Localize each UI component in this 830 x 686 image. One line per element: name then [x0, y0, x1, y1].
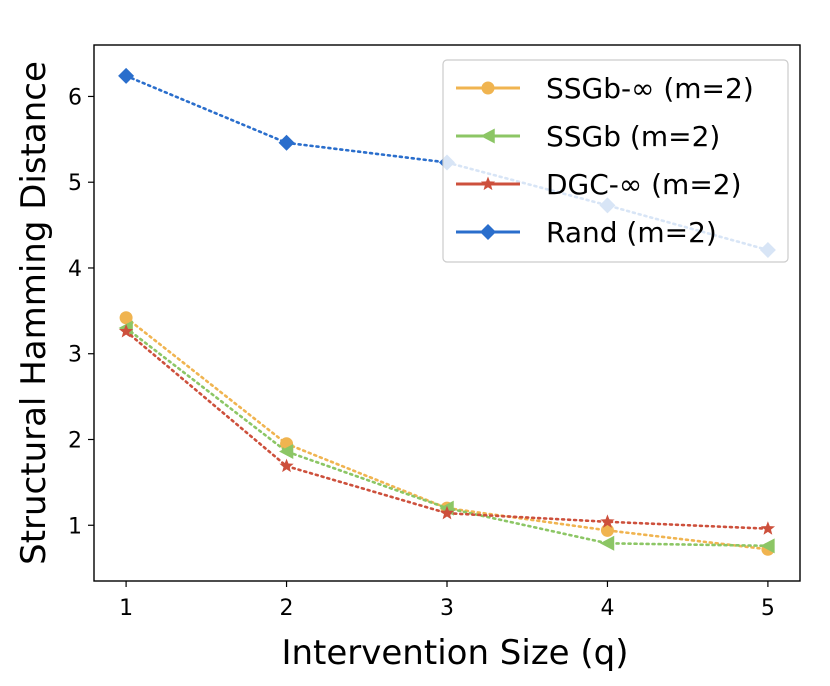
series-0 — [119, 311, 775, 556]
series-2 — [118, 323, 776, 535]
y-axis-label: Structural Hamming Distance — [14, 61, 54, 565]
series-line — [124, 330, 770, 531]
x-tick-label: 5 — [761, 596, 775, 621]
data-point — [279, 458, 294, 473]
axes: 1 2 3 4 5 1 2 3 4 5 6 — [68, 85, 775, 621]
y-tick-label: 6 — [68, 85, 82, 110]
legend-marker — [480, 128, 495, 144]
x-axis-label: Intervention Size (q) — [281, 633, 628, 673]
y-tick-label: 1 — [68, 514, 82, 539]
legend-marker — [480, 176, 496, 191]
data-point — [760, 521, 776, 535]
x-tick-label: 1 — [119, 596, 133, 621]
data-point — [118, 323, 134, 338]
y-tick-label: 4 — [68, 257, 82, 282]
series-1 — [118, 320, 775, 554]
data-point — [119, 311, 133, 325]
data-point — [599, 535, 615, 551]
legend-marker — [480, 224, 496, 240]
legend-item: SSGb-∞ (m=2) — [456, 72, 754, 105]
legend-box — [442, 59, 789, 263]
data-point — [600, 514, 615, 528]
legend: SSGb-∞ (m=2) SSGb (m=2) DGC-∞ (m=2) Rand (m… — [442, 59, 789, 263]
data-point — [600, 523, 614, 537]
legend-label: Rand (m=2) — [546, 216, 717, 249]
data-point — [760, 538, 775, 554]
data-point — [279, 444, 294, 460]
data-point — [118, 67, 135, 84]
x-tick-label: 4 — [600, 596, 614, 621]
legend-marker — [481, 81, 495, 95]
y-tick-label: 2 — [68, 428, 82, 453]
legend-label: DGC-∞ (m=2) — [546, 168, 742, 201]
y-tick-label: 5 — [68, 171, 82, 196]
y-tick-label: 3 — [68, 343, 82, 368]
legend-item: DGC-∞ (m=2) — [456, 168, 742, 201]
data-point — [278, 134, 295, 151]
legend-label: SSGb (m=2) — [546, 120, 720, 153]
data-point — [439, 505, 455, 520]
legend-item: Rand (m=2) — [456, 216, 717, 249]
legend-label: SSGb-∞ (m=2) — [546, 72, 754, 105]
x-tick-label: 2 — [280, 596, 294, 621]
legend-item: SSGb (m=2) — [456, 120, 720, 153]
x-tick-label: 3 — [440, 596, 454, 621]
